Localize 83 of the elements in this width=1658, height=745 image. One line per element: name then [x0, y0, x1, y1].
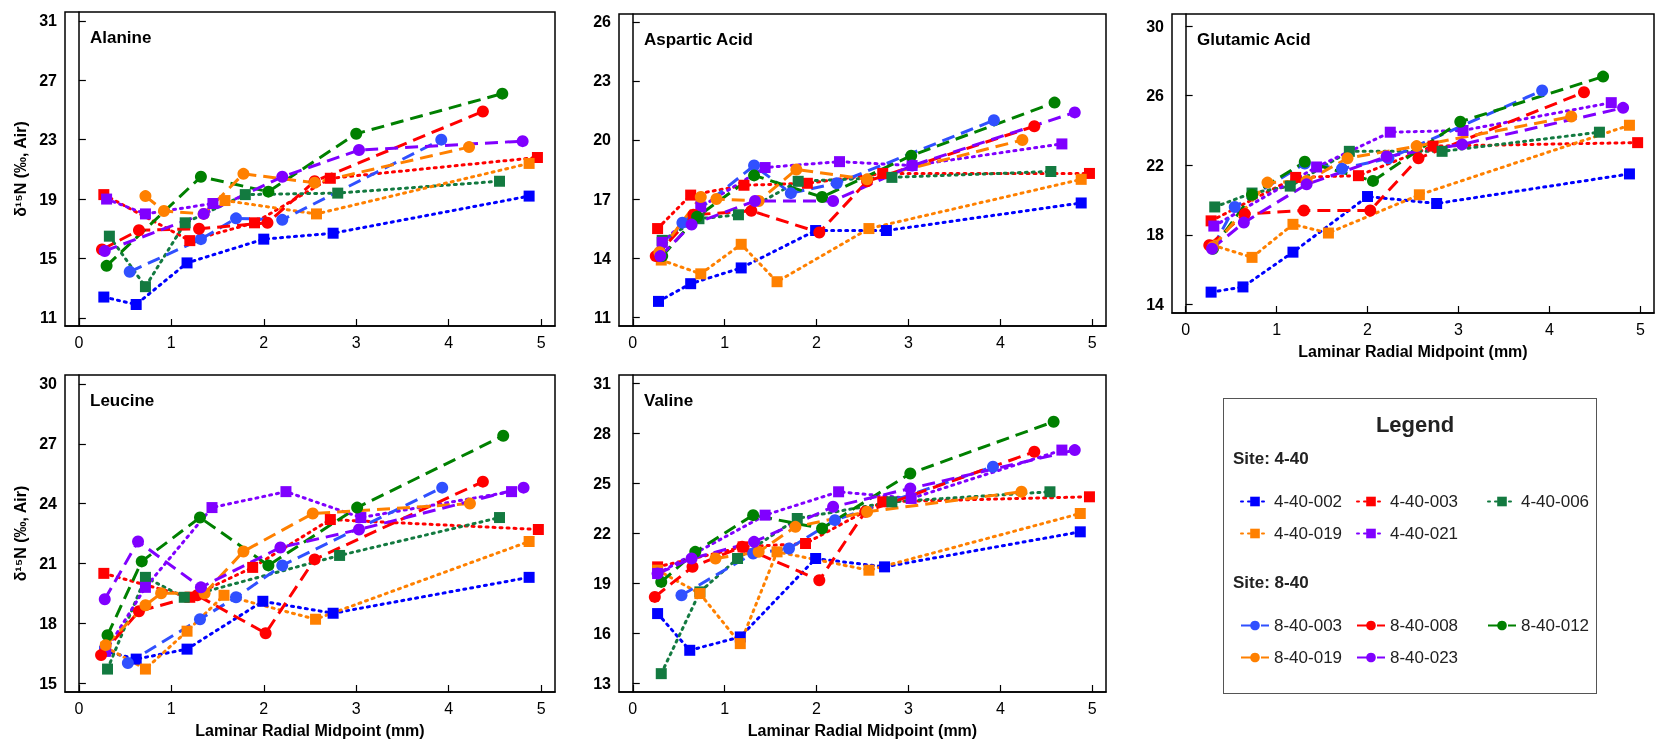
- legend-label: 4-40-002: [1274, 492, 1343, 511]
- x-tick-label: 4: [995, 699, 1005, 717]
- text: Aspartic Acid: [644, 30, 753, 49]
- x-tick-label: 1: [720, 699, 730, 717]
- y-tick-label: 24: [39, 495, 58, 513]
- x-tick-label: 1: [720, 333, 730, 351]
- y-tick-label: 23: [593, 72, 612, 90]
- y-tick-label: 16: [593, 625, 612, 643]
- text: Site: 4-40: [1233, 449, 1309, 468]
- x-tick-label: 0: [74, 699, 84, 717]
- y-tick-label: 26: [1146, 87, 1165, 105]
- x-tick-label: 2: [259, 333, 269, 351]
- x-tick-label: 3: [903, 699, 913, 717]
- y-tick-label: 28: [593, 424, 612, 442]
- x-tick-label: 4: [995, 333, 1005, 351]
- x-tick-label: 1: [1272, 320, 1282, 338]
- legend-label: 8-40-012: [1521, 616, 1590, 635]
- x-tick-label: 5: [1635, 320, 1645, 338]
- x-tick-label: 3: [1454, 320, 1464, 338]
- x-tick-label: 2: [1363, 320, 1373, 338]
- x-axis-title: Laminar Radial Midpoint (mm): [747, 721, 978, 739]
- y-tick-label: 18: [1146, 226, 1165, 244]
- x-tick-label: 0: [74, 333, 84, 351]
- y-tick-label: 21: [39, 554, 58, 572]
- y-tick-label: 11: [40, 309, 58, 327]
- y-tick-label: 30: [1146, 17, 1165, 35]
- x-tick-label: 5: [1087, 699, 1097, 717]
- legend-title: Legend: [1375, 411, 1455, 437]
- x-tick-label: 3: [903, 333, 913, 351]
- x-tick-label: 2: [259, 699, 269, 717]
- y-tick-label: 19: [39, 190, 58, 208]
- x-tick-label: 2: [812, 333, 822, 351]
- x-tick-label: 4: [444, 699, 454, 717]
- legend-label: 4-40-003: [1390, 492, 1459, 511]
- y-tick-label: 20: [593, 131, 612, 149]
- y-tick-label: 22: [593, 525, 612, 542]
- y-tick-label: 22: [1146, 156, 1165, 174]
- x-tick-label: 0: [628, 333, 638, 351]
- x-axis-title: Laminar Radial Midpoint (mm): [1298, 342, 1528, 360]
- x-tick-label: 0: [628, 699, 638, 717]
- y-tick-label: 25: [593, 474, 612, 492]
- text: Glutamic Acid: [1197, 30, 1311, 49]
- x-tick-label: 0: [1181, 320, 1191, 338]
- y-tick-label: 26: [593, 13, 612, 31]
- y-tick-label: 27: [39, 435, 58, 453]
- y-tick-label: 27: [39, 71, 58, 89]
- y-tick-label: 15: [39, 674, 58, 692]
- y-tick-label: 11: [594, 308, 612, 326]
- y-tick-label: 19: [593, 575, 612, 593]
- text: Site: 8-40: [1233, 573, 1309, 592]
- y-tick-label: 31: [593, 374, 612, 392]
- x-tick-label: 4: [1544, 320, 1554, 338]
- legend-label: 8-40-003: [1274, 616, 1343, 635]
- y-axis-title: δ¹⁵N (‰, Air): [11, 121, 29, 217]
- x-axis-title: Laminar Radial Midpoint (mm): [195, 721, 425, 739]
- x-tick-label: 5: [1087, 333, 1097, 351]
- y-tick-label: 30: [39, 375, 58, 393]
- legend-label: 4-40-021: [1390, 524, 1459, 543]
- x-tick-label: 5: [536, 333, 546, 351]
- y-tick-label: 17: [593, 190, 612, 208]
- y-tick-label: 14: [593, 249, 612, 267]
- y-tick-label: 31: [39, 12, 58, 30]
- y-tick-label: 18: [39, 614, 58, 632]
- legend-label: 8-40-008: [1390, 616, 1459, 635]
- x-tick-label: 2: [812, 699, 822, 717]
- y-tick-label: 15: [39, 249, 58, 267]
- y-tick-label: 14: [1146, 295, 1165, 313]
- legend-label: 4-40-006: [1521, 492, 1590, 511]
- x-tick-label: 3: [351, 699, 361, 717]
- text: Alanine: [90, 28, 152, 47]
- x-tick-label: 4: [444, 333, 454, 351]
- text: Leucine: [90, 391, 155, 410]
- legend-label: 8-40-023: [1390, 648, 1459, 667]
- y-tick-label: 23: [39, 131, 58, 149]
- x-tick-label: 1: [166, 699, 176, 717]
- x-tick-label: 3: [351, 333, 361, 351]
- x-tick-label: 5: [536, 699, 546, 717]
- x-tick-label: 1: [166, 333, 176, 351]
- y-axis-title: δ¹⁵N (‰, Air): [11, 485, 29, 582]
- text: Valine: [644, 391, 694, 410]
- legend-label: 8-40-019: [1274, 648, 1343, 667]
- legend-label: 4-40-019: [1274, 524, 1343, 543]
- y-tick-label: 13: [593, 675, 612, 693]
